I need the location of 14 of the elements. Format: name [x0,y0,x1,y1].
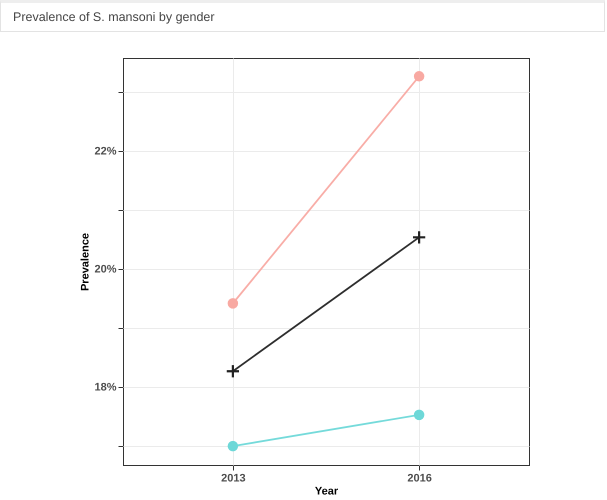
y-tick-label: 20% [94,264,117,276]
chart-title: Prevalence of S. mansoni by gender [0,0,605,32]
x-tick-label: 2016 [407,472,432,484]
x-tick-label: 2013 [221,472,246,484]
point [412,230,426,245]
point [228,440,238,452]
y-tick-label: 18% [94,382,117,394]
point [414,71,424,82]
point [226,364,240,378]
x-axis-title: Year [314,486,339,498]
point [228,298,238,309]
y-axis-title: Prevalence [79,232,92,292]
y-tick-label: 22% [94,146,117,158]
point [414,410,424,420]
